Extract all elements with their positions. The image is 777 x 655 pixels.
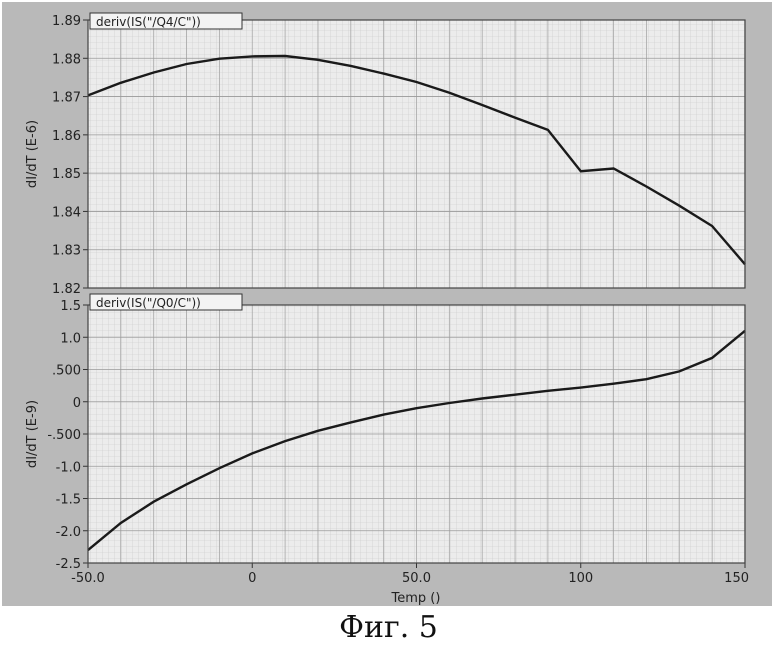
bottom-major-gridlines	[88, 305, 745, 563]
y-tick-label: 1.88	[52, 52, 81, 67]
y-tick-label: -2.0	[56, 525, 81, 540]
top-panel-tab-label: deriv(IS("/Q4/C"))	[96, 15, 201, 29]
y-tick-label: -2.5	[56, 557, 81, 572]
x-tick-label: 150	[724, 571, 749, 586]
y-tick-label: .500	[52, 364, 81, 379]
bottom-panel-tab-label: deriv(IS("/Q0/C"))	[96, 296, 201, 310]
x-tick-label: 50.0	[402, 571, 431, 586]
top-panel: 1.82 1.83 1.84 1.85 1.86 1.87 1.88 1.89 deriv(I…	[25, 13, 745, 297]
y-tick-label: 1.84	[52, 205, 81, 220]
x-tick-label: 0	[248, 571, 256, 586]
top-y-axis-label: dI/dT (E-6)	[25, 120, 40, 188]
y-tick-label: 1.89	[52, 14, 81, 29]
y-tick-label: 1.82	[52, 282, 81, 297]
y-tick-label: 1.5	[60, 299, 81, 314]
y-tick-label: -1.0	[56, 460, 81, 475]
y-tick-label: -1.5	[56, 493, 81, 508]
x-tick-label: 100	[568, 571, 593, 586]
chart-figure: 1.82 1.83 1.84 1.85 1.86 1.87 1.88 1.89 deriv(I…	[0, 0, 777, 610]
x-tick-label: -50.0	[71, 571, 105, 586]
y-tick-label: -.500	[47, 428, 81, 443]
bottom-panel: -2.5 -2.0 -1.5 -1.0 -.500 0 .500 1.0 1.5 -50.0 0 5…	[25, 294, 749, 606]
y-tick-label: 1.0	[60, 331, 81, 346]
y-tick-label: 1.87	[52, 91, 81, 106]
bottom-y-axis-label: dI/dT (E-9)	[25, 400, 40, 468]
top-major-gridlines	[88, 20, 745, 288]
y-tick-label: 0	[73, 396, 81, 411]
y-tick-label: 1.83	[52, 244, 81, 259]
x-axis-label: Temp ()	[391, 591, 441, 606]
y-tick-label: 1.86	[52, 129, 81, 144]
figure-caption: Фиг. 5	[0, 610, 777, 645]
y-tick-label: 1.85	[52, 167, 81, 182]
